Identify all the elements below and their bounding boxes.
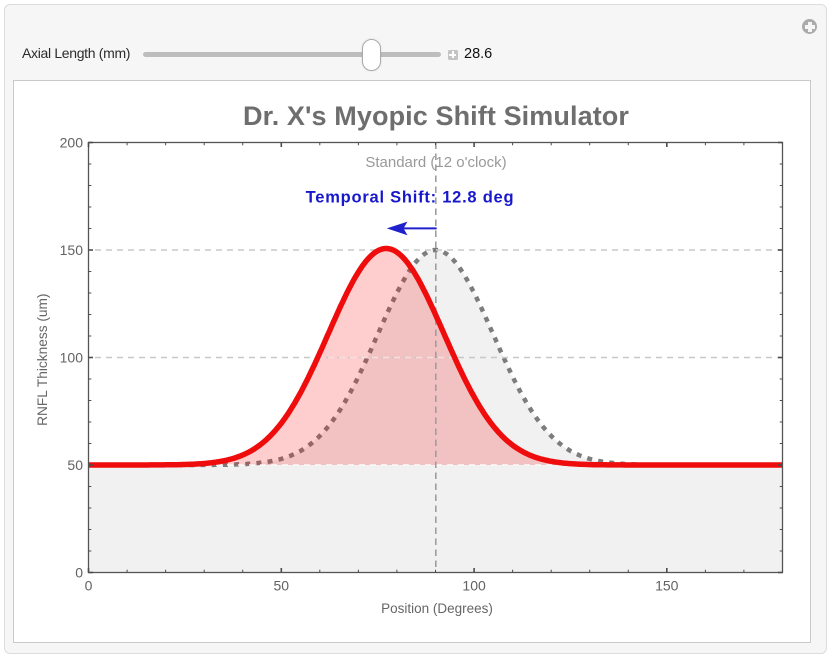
svg-text:Standard (12 o'clock): Standard (12 o'clock)	[365, 154, 506, 171]
svg-text:50: 50	[274, 578, 290, 594]
svg-text:RNFL Thickness (um): RNFL Thickness (um)	[35, 294, 50, 426]
svg-text:Dr. X's Myopic Shift Simulator: Dr. X's Myopic Shift Simulator	[243, 101, 629, 131]
svg-text:Temporal Shift: 12.8 deg: Temporal Shift: 12.8 deg	[306, 189, 515, 207]
svg-text:0: 0	[85, 578, 93, 594]
svg-text:Position (Degrees): Position (Degrees)	[381, 601, 493, 616]
svg-text:150: 150	[655, 578, 679, 594]
svg-text:50: 50	[67, 457, 83, 473]
svg-text:100: 100	[60, 350, 84, 366]
svg-text:150: 150	[60, 242, 84, 258]
svg-text:0: 0	[75, 565, 83, 581]
svg-text:200: 200	[60, 135, 84, 151]
svg-text:100: 100	[462, 578, 486, 594]
